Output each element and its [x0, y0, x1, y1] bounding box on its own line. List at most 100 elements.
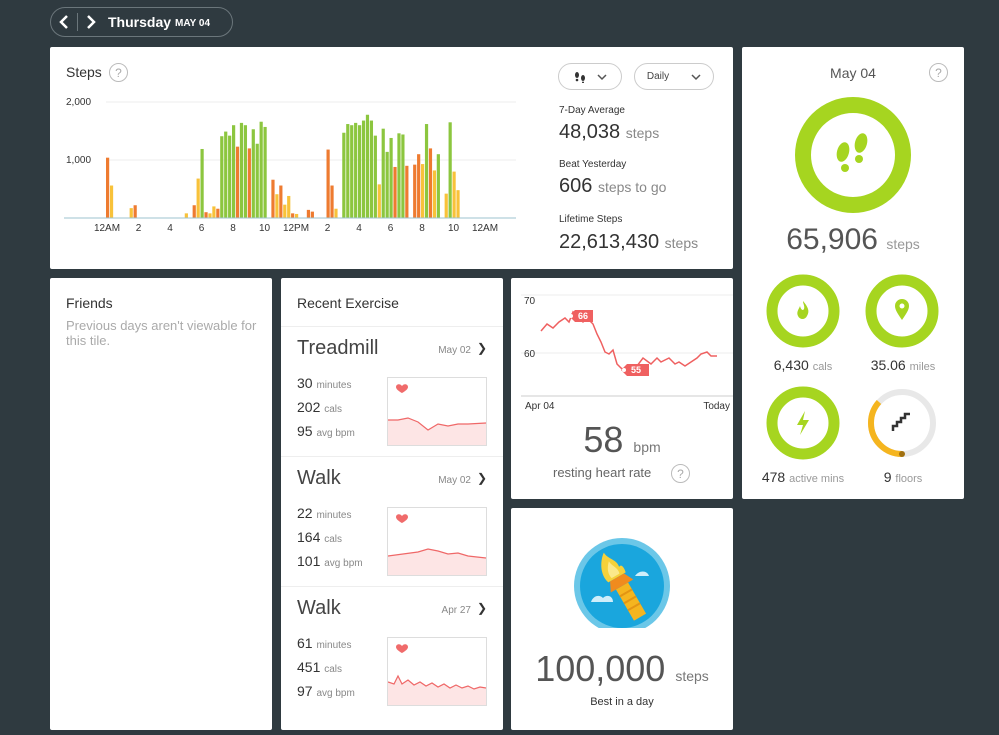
active-minutes-stat: 478 active mins	[742, 469, 864, 485]
step-bar[interactable]	[259, 121, 263, 218]
step-bar[interactable]	[326, 149, 330, 218]
step-bar[interactable]	[106, 157, 110, 218]
step-bar[interactable]	[310, 211, 314, 218]
step-bar[interactable]	[228, 135, 232, 218]
step-bar[interactable]	[291, 213, 295, 218]
step-bar[interactable]	[255, 143, 259, 218]
step-bar[interactable]	[436, 154, 440, 218]
step-bar[interactable]	[385, 151, 389, 218]
step-bar[interactable]	[212, 206, 216, 218]
step-bar[interactable]	[421, 164, 425, 218]
metric-select-dropdown[interactable]	[558, 63, 622, 90]
step-bar[interactable]	[184, 213, 188, 218]
period-select-dropdown[interactable]: Daily	[634, 63, 714, 90]
y-tick-label: 2,000	[66, 97, 91, 108]
step-bar[interactable]	[251, 129, 255, 218]
x-tick-label: 12PM	[283, 223, 309, 234]
step-bar[interactable]	[220, 136, 224, 218]
step-bar[interactable]	[377, 184, 381, 218]
step-bar[interactable]	[428, 148, 433, 218]
step-bar[interactable]	[424, 124, 429, 218]
step-bar[interactable]	[381, 128, 385, 218]
floors-ring[interactable]	[867, 389, 936, 457]
step-bar[interactable]	[224, 131, 228, 218]
step-bar[interactable]	[330, 185, 334, 218]
step-bar[interactable]	[346, 124, 350, 218]
step-bar[interactable]	[287, 195, 291, 218]
step-bar[interactable]	[279, 185, 283, 218]
step-bar[interactable]	[369, 120, 374, 218]
step-bar[interactable]	[365, 114, 370, 218]
step-bar[interactable]	[389, 137, 393, 218]
step-bar[interactable]	[216, 208, 220, 218]
step-bar[interactable]	[342, 132, 346, 218]
chevron-right-icon[interactable]: ❯	[476, 341, 487, 355]
help-icon[interactable]: ?	[109, 63, 128, 82]
step-bar[interactable]	[452, 171, 456, 218]
distance-ring[interactable]	[865, 274, 939, 348]
calories-value: 6,430	[773, 357, 809, 373]
exercise-item[interactable]: Walk Apr 27 ❯ 61 minutes 451 cals 97 avg…	[281, 586, 503, 730]
step-bar[interactable]	[263, 126, 267, 218]
exercise-calories: 164 cals	[297, 529, 342, 545]
activity-rings	[766, 274, 939, 460]
step-bar[interactable]	[133, 205, 137, 218]
current-date: MAY 04	[175, 17, 211, 29]
step-bar[interactable]	[401, 134, 405, 218]
step-bar[interactable]	[239, 122, 244, 218]
step-bar[interactable]	[247, 148, 251, 218]
step-bar[interactable]	[129, 208, 133, 218]
footsteps-icon	[575, 71, 585, 83]
help-icon[interactable]: ?	[671, 464, 690, 483]
step-bar[interactable]	[235, 146, 240, 218]
x-tick-label: 4	[356, 223, 362, 234]
x-axis-end: Today	[703, 401, 730, 412]
step-bar[interactable]	[361, 120, 366, 218]
step-bar[interactable]	[204, 212, 208, 218]
heart-rate-tile[interactable]: 70 60 66 55 Apr 04 Today 58 bpm resting …	[511, 278, 733, 499]
exercise-item[interactable]: Treadmill May 02 ❯ 30 minutes 202 cals 9…	[281, 326, 503, 456]
active-minutes-ring[interactable]	[766, 386, 840, 460]
exercise-item[interactable]: Walk May 02 ❯ 22 minutes 164 cals 101 av…	[281, 456, 503, 586]
step-bar[interactable]	[271, 179, 275, 218]
friends-tile[interactable]: Friends Previous days aren't viewable fo…	[50, 278, 272, 730]
step-bar[interactable]	[196, 178, 200, 218]
step-bar[interactable]	[354, 122, 358, 218]
step-bar[interactable]	[413, 164, 417, 218]
chevron-right-icon[interactable]: ❯	[476, 471, 487, 485]
step-bar[interactable]	[393, 166, 397, 218]
step-bar[interactable]	[334, 208, 338, 218]
step-bar[interactable]	[444, 193, 448, 218]
step-bar[interactable]	[432, 170, 437, 218]
step-bar[interactable]	[283, 204, 287, 218]
step-bar[interactable]	[373, 135, 377, 218]
step-bar[interactable]	[350, 125, 354, 218]
step-bar[interactable]	[417, 154, 421, 218]
step-bar[interactable]	[295, 213, 299, 218]
chevron-right-icon	[87, 15, 96, 29]
beat-yesterday-value: 606	[559, 175, 593, 197]
step-bar[interactable]	[306, 209, 311, 218]
badge-tile[interactable]: 100,000 steps Best in a day	[511, 508, 733, 730]
calories-ring[interactable]	[766, 274, 840, 348]
step-bar[interactable]	[200, 148, 204, 218]
chevron-right-icon[interactable]: ❯	[476, 601, 487, 615]
step-bar[interactable]	[358, 125, 362, 218]
step-bar[interactable]	[208, 213, 212, 218]
step-bar[interactable]	[405, 165, 409, 218]
help-icon[interactable]: ?	[929, 63, 948, 82]
previous-day-button[interactable]	[51, 8, 77, 36]
next-day-button[interactable]	[78, 8, 104, 36]
step-bar[interactable]	[243, 125, 248, 218]
step-bar[interactable]	[109, 185, 114, 218]
step-bar[interactable]	[456, 190, 460, 218]
step-bar[interactable]	[232, 125, 236, 218]
step-bar[interactable]	[275, 194, 279, 218]
daily-summary-tile[interactable]: May 04 ? 65,906 steps	[742, 47, 964, 499]
step-bar[interactable]	[397, 133, 401, 218]
y-axis-high: 70	[524, 296, 536, 307]
step-bar[interactable]	[448, 122, 452, 218]
step-bar[interactable]	[192, 205, 196, 218]
steps-tile[interactable]: Steps ? 2,000 1,000 12AM 2 4 6 8 10 12PM 2 4 6 8 10 12…	[50, 47, 733, 269]
recent-exercise-tile[interactable]: Recent Exercise Treadmill May 02 ❯ 30 mi…	[281, 278, 503, 730]
